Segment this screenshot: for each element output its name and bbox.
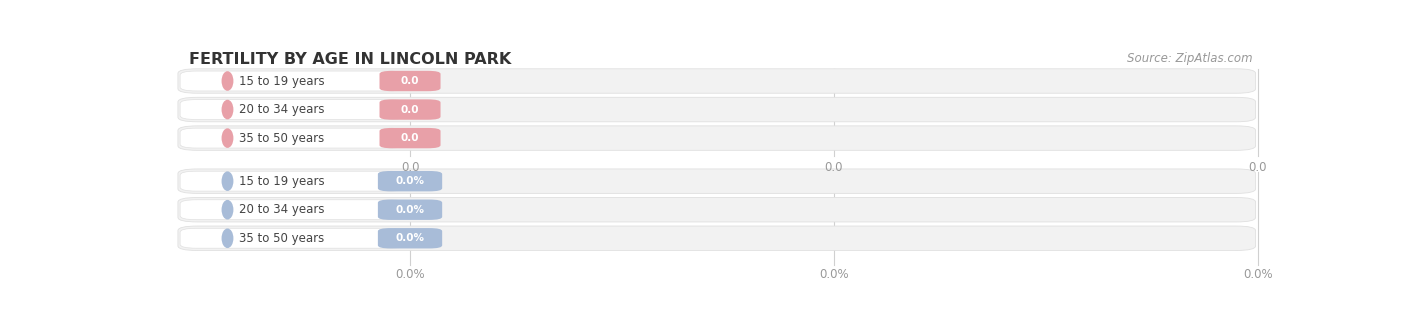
FancyBboxPatch shape bbox=[179, 97, 1256, 122]
FancyBboxPatch shape bbox=[179, 169, 1256, 193]
Text: 0.0: 0.0 bbox=[401, 76, 419, 86]
FancyBboxPatch shape bbox=[380, 99, 440, 120]
FancyBboxPatch shape bbox=[179, 69, 1256, 93]
Text: 0.0: 0.0 bbox=[401, 133, 419, 143]
Text: 0.0: 0.0 bbox=[1249, 161, 1267, 174]
Text: 20 to 34 years: 20 to 34 years bbox=[239, 103, 325, 116]
Text: 15 to 19 years: 15 to 19 years bbox=[239, 74, 325, 87]
Ellipse shape bbox=[222, 100, 233, 119]
Ellipse shape bbox=[222, 171, 233, 191]
Text: 35 to 50 years: 35 to 50 years bbox=[239, 132, 325, 145]
Text: 0.0%: 0.0% bbox=[820, 268, 849, 281]
Text: Source: ZipAtlas.com: Source: ZipAtlas.com bbox=[1126, 52, 1253, 66]
Text: 35 to 50 years: 35 to 50 years bbox=[239, 232, 325, 245]
FancyBboxPatch shape bbox=[378, 200, 441, 220]
Text: 20 to 34 years: 20 to 34 years bbox=[239, 203, 325, 216]
Ellipse shape bbox=[222, 71, 233, 91]
FancyBboxPatch shape bbox=[180, 171, 405, 191]
Text: 0.0: 0.0 bbox=[825, 161, 844, 174]
FancyBboxPatch shape bbox=[179, 126, 1256, 150]
Text: FERTILITY BY AGE IN LINCOLN PARK: FERTILITY BY AGE IN LINCOLN PARK bbox=[188, 52, 510, 68]
Text: 0.0: 0.0 bbox=[401, 105, 419, 115]
FancyBboxPatch shape bbox=[179, 226, 1256, 251]
FancyBboxPatch shape bbox=[380, 71, 440, 91]
FancyBboxPatch shape bbox=[180, 128, 405, 148]
Text: 0.0%: 0.0% bbox=[395, 176, 425, 186]
Ellipse shape bbox=[222, 128, 233, 148]
Text: 0.0%: 0.0% bbox=[395, 268, 425, 281]
Text: 0.0%: 0.0% bbox=[395, 205, 425, 215]
Text: 15 to 19 years: 15 to 19 years bbox=[239, 175, 325, 188]
FancyBboxPatch shape bbox=[378, 171, 441, 191]
FancyBboxPatch shape bbox=[180, 71, 405, 91]
Text: 0.0%: 0.0% bbox=[395, 233, 425, 243]
Ellipse shape bbox=[222, 200, 233, 219]
FancyBboxPatch shape bbox=[378, 228, 441, 249]
Text: 0.0: 0.0 bbox=[401, 161, 419, 174]
Text: 0.0%: 0.0% bbox=[1243, 268, 1272, 281]
FancyBboxPatch shape bbox=[180, 100, 405, 119]
FancyBboxPatch shape bbox=[179, 198, 1256, 222]
FancyBboxPatch shape bbox=[180, 200, 405, 220]
Ellipse shape bbox=[222, 228, 233, 248]
FancyBboxPatch shape bbox=[380, 128, 440, 148]
FancyBboxPatch shape bbox=[180, 228, 405, 248]
